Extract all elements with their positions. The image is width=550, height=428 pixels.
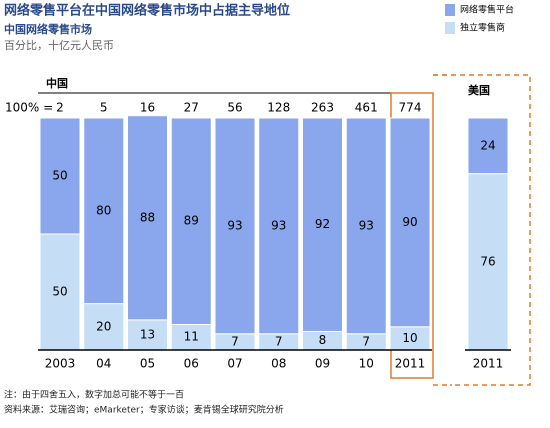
bar-segment — [214, 117, 256, 335]
value-label: 76 — [480, 254, 495, 268]
value-label: 20 — [96, 319, 111, 333]
value-label: 88 — [140, 210, 155, 224]
group-label: 美国 — [468, 83, 490, 97]
value-label: 50 — [52, 169, 67, 183]
x-tick-label: 2011 — [395, 357, 426, 371]
value-label: 13 — [140, 327, 155, 341]
value-label: 8 — [319, 333, 327, 347]
x-tick-label: 05 — [140, 357, 155, 371]
value-label: 7 — [231, 334, 239, 348]
bar-segment — [127, 115, 168, 321]
total-label: 56 — [227, 101, 242, 115]
bar-segment — [258, 117, 300, 335]
bar-segment — [467, 117, 509, 175]
value-label: 10 — [402, 331, 417, 345]
bar-segment — [345, 117, 387, 335]
total-label: 16 — [140, 101, 155, 115]
value-label: 7 — [362, 334, 370, 348]
chart-title: 网络零售平台在中国网络零售市场中占据主导地位 — [4, 3, 290, 19]
value-label: 80 — [96, 203, 111, 217]
legend-label: 网络零售平台 — [460, 4, 514, 16]
x-tick-label: 2011 — [473, 357, 504, 371]
group-label: 中国 — [46, 76, 68, 90]
total-label: 263 — [311, 101, 334, 115]
x-tick-label: 07 — [227, 357, 242, 371]
x-tick-label: 09 — [315, 357, 330, 371]
value-label: 92 — [315, 217, 330, 231]
bar-segment — [302, 117, 343, 332]
total-label: 2 — [56, 101, 64, 115]
value-label: 50 — [52, 285, 67, 299]
value-label: 11 — [184, 330, 199, 344]
value-label: 90 — [402, 215, 417, 229]
value-label: 89 — [184, 214, 199, 228]
bar-segment — [83, 117, 125, 305]
total-label: 128 — [267, 101, 290, 115]
total-label: 27 — [184, 101, 199, 115]
bar-segment — [39, 117, 81, 235]
x-tick-label: 08 — [271, 357, 286, 371]
bar-segment — [389, 117, 431, 328]
subtitle: 中国网络零售市场 — [4, 22, 92, 36]
bar-segment — [170, 323, 212, 351]
total-label: 461 — [355, 101, 378, 115]
value-label: 93 — [227, 218, 242, 232]
unit-note: 百分比，十亿元人民币 — [4, 38, 114, 52]
connector — [433, 74, 452, 386]
value-label: 24 — [480, 138, 495, 152]
bar-segment — [170, 117, 212, 325]
value-label: 93 — [271, 218, 286, 232]
highlight-box — [433, 74, 531, 386]
x-tick-label: 04 — [96, 357, 111, 371]
total-label: 100% = — [5, 101, 53, 115]
value-label: 93 — [359, 218, 374, 232]
x-tick-label: 06 — [184, 357, 199, 371]
legend-swatch — [445, 22, 455, 34]
x-tick-label: 2003 — [45, 357, 76, 371]
legend-label: 独立零售商 — [460, 22, 505, 34]
note: 资料来源：艾瑞咨询；eMarketer；专家访谈；麦肯锡全球研究院分析 — [4, 404, 284, 416]
total-label: 774 — [399, 101, 422, 115]
note: 注：由于四舍五入，数字加总可能不等于一百 — [4, 389, 184, 401]
x-tick-label: 10 — [359, 357, 374, 371]
total-label: 5 — [100, 101, 108, 115]
legend-swatch — [445, 4, 455, 16]
value-label: 7 — [275, 334, 283, 348]
